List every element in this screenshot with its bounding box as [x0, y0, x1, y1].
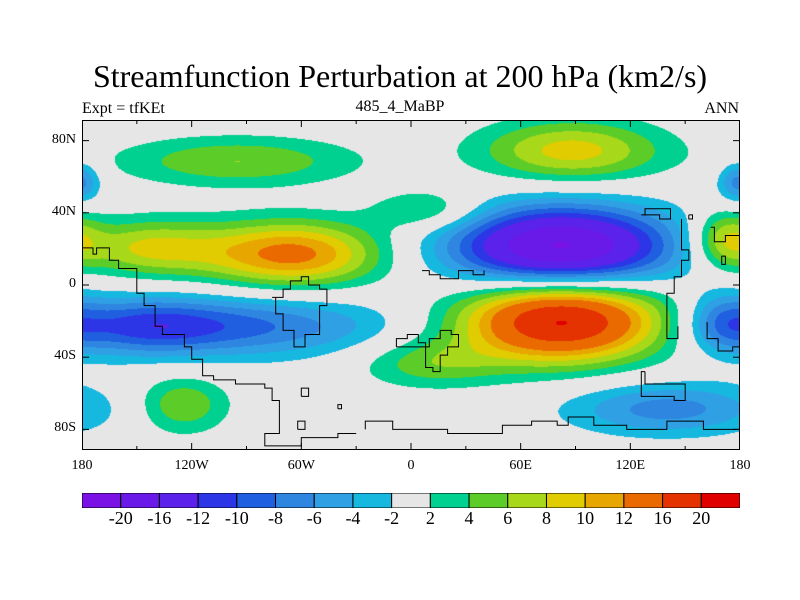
coastline	[640, 371, 686, 401]
chart-title: Streamfunction Perturbation at 200 hPa (…	[92, 58, 708, 94]
colorbar-box	[700, 493, 740, 508]
colorbar-box	[120, 493, 160, 508]
colorbar-box	[352, 493, 393, 508]
y-tick-label: 80S	[54, 420, 76, 436]
coastline	[395, 329, 459, 373]
colorbar-label: 6	[503, 508, 513, 528]
coastline	[82, 247, 357, 447]
colorbar-box	[468, 493, 509, 508]
coastline	[297, 420, 306, 430]
colorbar-box	[391, 493, 431, 508]
coastline	[641, 208, 671, 220]
colorbar-label: -20	[108, 508, 133, 528]
colorbar-label: -6	[306, 508, 322, 528]
filled-contours	[82, 120, 740, 450]
coastline	[710, 226, 740, 243]
colorbar-box	[275, 493, 315, 508]
colorbar-box	[429, 493, 470, 508]
coastline	[706, 322, 740, 352]
colorbar-label: 4	[464, 508, 474, 528]
y-tick-label: 40S	[54, 348, 76, 364]
colorbar-box	[82, 493, 122, 508]
colorbar-label: 12	[614, 508, 633, 528]
colorbar-label: -12	[186, 508, 211, 528]
x-tick-label: 0	[407, 458, 415, 473]
colorbar-label: 20	[692, 508, 711, 528]
colorbar-label: 16	[653, 508, 672, 528]
colorbar-label: -4	[345, 508, 361, 528]
coastline	[721, 255, 726, 265]
x-tick-label: 120E	[615, 458, 646, 473]
colorbar-box	[507, 493, 547, 508]
coastline	[272, 276, 328, 348]
colorbar	[82, 493, 740, 508]
x-tick-label: 180	[729, 458, 751, 473]
colorbar-box	[623, 493, 664, 508]
colorbar-label: 8	[541, 508, 551, 528]
coastline	[337, 404, 342, 410]
coastline	[364, 416, 740, 434]
colorbar-box	[158, 493, 199, 508]
colorbar-label: 10	[576, 508, 595, 528]
coastline	[688, 214, 693, 220]
x-tick-label: 60W	[287, 458, 315, 473]
colorbar-label: 2	[425, 508, 435, 528]
colorbar-label: -10	[224, 508, 249, 528]
colorbar-box	[197, 493, 238, 508]
coastline	[666, 219, 690, 340]
colorbar-label: -8	[268, 508, 284, 528]
subtitle-season: ANN	[704, 100, 739, 117]
y-tick-label: 40N	[51, 203, 76, 219]
colorbar-box	[313, 493, 354, 508]
subtitle-experiment: Expt = tfKEt	[82, 100, 165, 117]
colorbar-box	[662, 493, 702, 508]
colorbar-box	[584, 493, 625, 508]
x-tick-label: 120W	[174, 458, 209, 473]
colorbar-label: -2	[384, 508, 400, 528]
colorbar-box	[236, 493, 277, 508]
colorbar-label: -16	[147, 508, 172, 528]
y-tick-label: 80N	[51, 131, 76, 147]
streamfunction-map	[82, 120, 740, 450]
coastline	[422, 270, 485, 280]
subtitle-case: 485_4_MaBP	[355, 98, 445, 115]
y-tick-label: 0	[69, 276, 76, 291]
x-tick-label: 180	[71, 458, 93, 473]
colorbar-box	[545, 493, 586, 508]
coastline	[300, 387, 310, 397]
x-tick-label: 60E	[509, 458, 532, 473]
